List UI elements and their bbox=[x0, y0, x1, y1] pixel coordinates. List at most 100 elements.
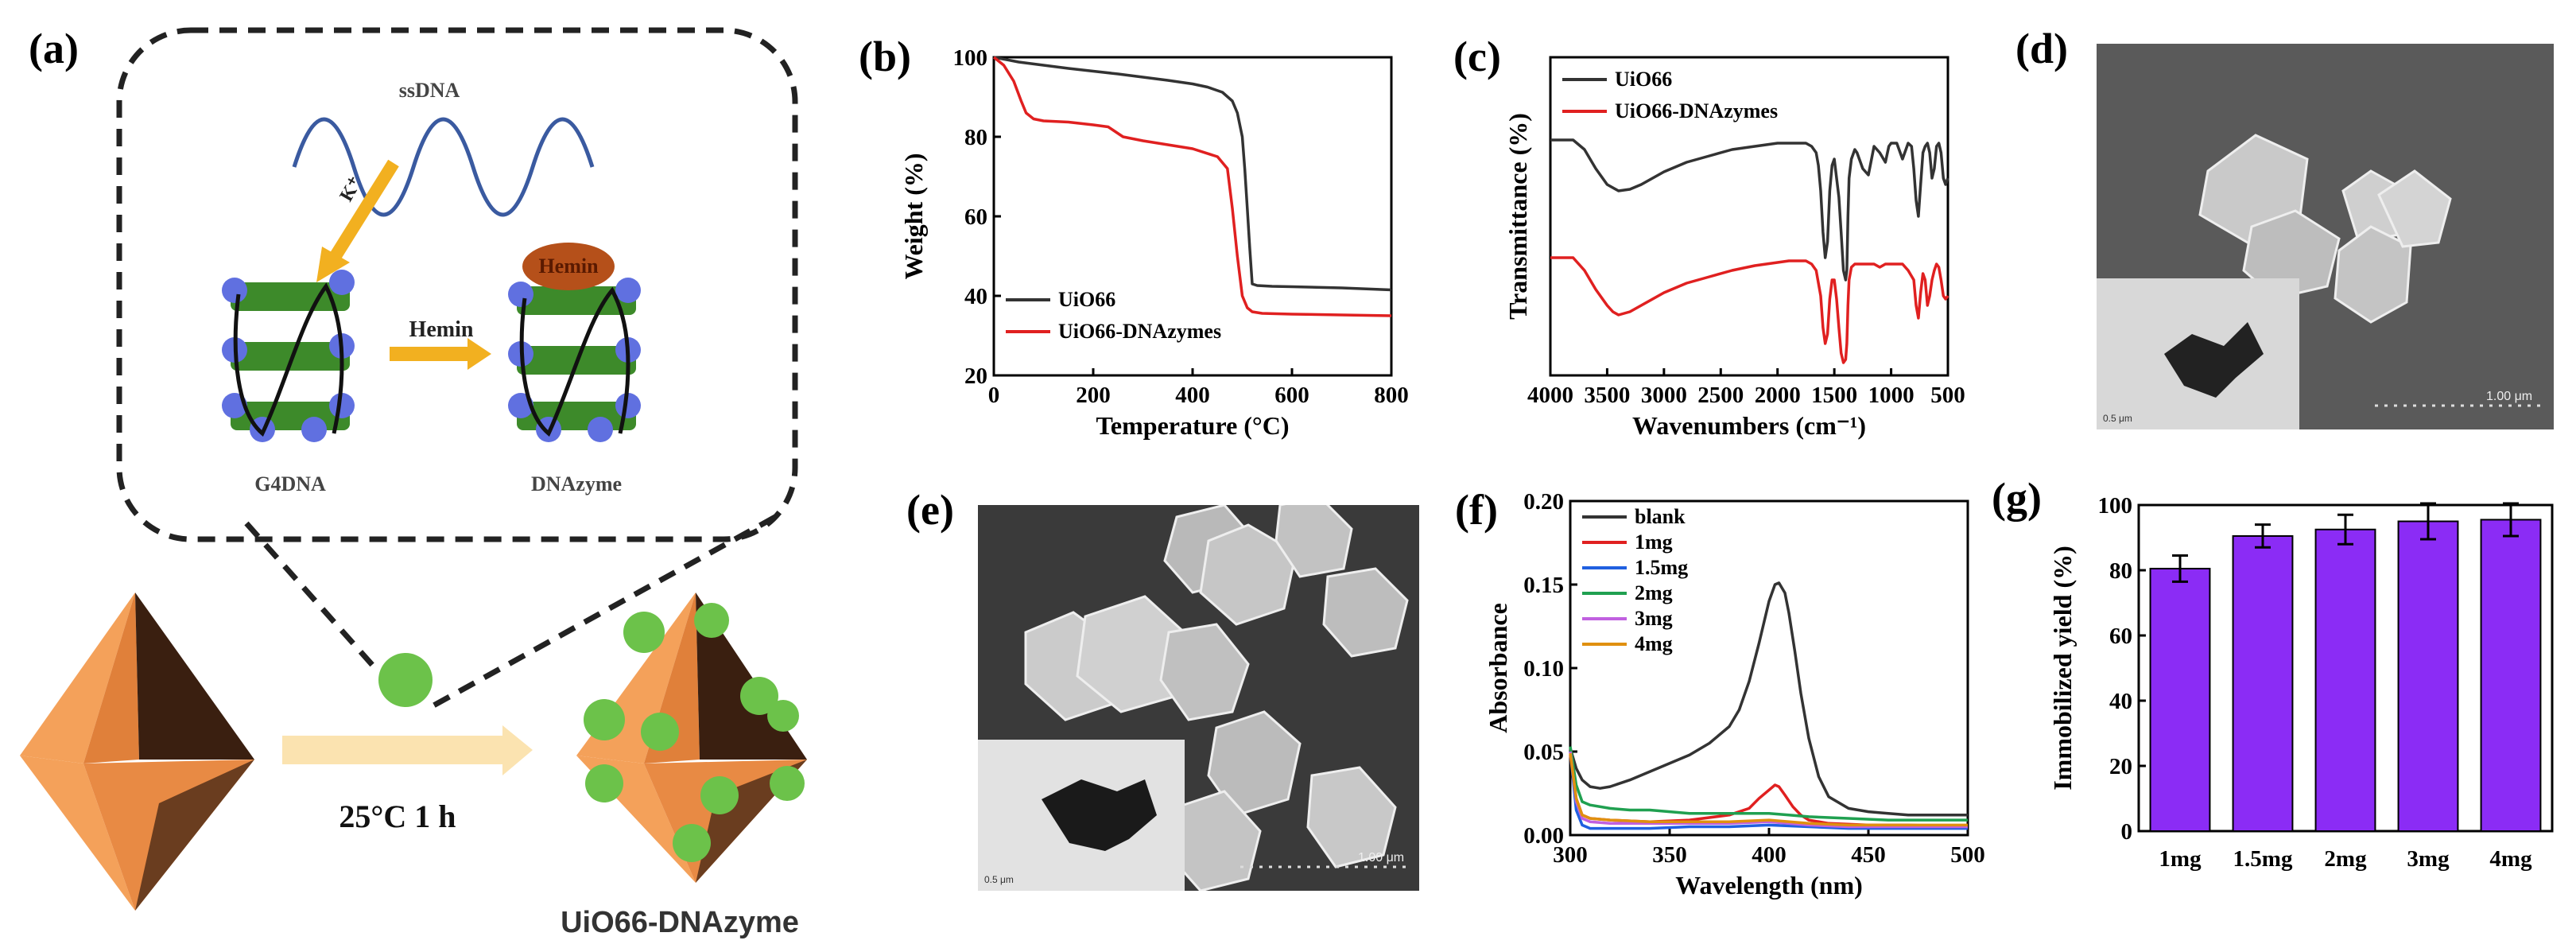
panel-g-label: (g) bbox=[1992, 474, 2042, 522]
x-tick-label: 800 bbox=[1374, 383, 1409, 408]
panel-e-label: (e) bbox=[906, 486, 954, 534]
callout-line-left bbox=[244, 521, 376, 669]
x-tick-label: 450 bbox=[1851, 842, 1886, 868]
tem-inset-crystal bbox=[1042, 779, 1157, 851]
panel-f-label: (f) bbox=[1455, 486, 1498, 534]
dnazyme-icon bbox=[508, 243, 641, 442]
bar-3mg bbox=[2397, 520, 2459, 832]
legend-label: UiO66 bbox=[1058, 288, 1115, 311]
x-tick-label: 2500 bbox=[1697, 383, 1744, 408]
x-tick-label: 3mg bbox=[2407, 846, 2450, 872]
reaction-arrow bbox=[282, 736, 509, 764]
reaction-arrow-head bbox=[502, 725, 533, 775]
hemin-blob-label: Hemin bbox=[538, 255, 599, 278]
x-tick-label: 1.5mg bbox=[2233, 846, 2293, 872]
sem-image-uio66: 0.5 μm 1.00 μm bbox=[2097, 44, 2554, 429]
uv-vis-chart: 300 350 400 450 500 0.00 0.05 0.10 0.15 0.20 Wavel… bbox=[1484, 489, 1985, 900]
scale-bar-label: 1.00 μm bbox=[1358, 851, 1404, 865]
x-tick-label: 300 bbox=[1553, 842, 1588, 868]
k-arrow bbox=[328, 159, 399, 262]
panel-d-label: (d) bbox=[2015, 25, 2068, 72]
y-axis-title: Weight (%) bbox=[899, 153, 928, 279]
panel-c-label: (c) bbox=[1453, 33, 1501, 80]
x-tick-label: 600 bbox=[1274, 383, 1309, 408]
bar-1mg bbox=[2149, 567, 2211, 832]
callout-box bbox=[116, 27, 798, 542]
y-tick-label: 0.05 bbox=[1523, 740, 1564, 765]
y-tick-label: 0.15 bbox=[1523, 573, 1564, 598]
callout-line-right bbox=[428, 514, 777, 711]
series-line-UiO66-DNAzymes bbox=[1550, 256, 1949, 364]
x-tick-label: 200 bbox=[1076, 383, 1111, 408]
tga-chart: 0 200 400 600 800 20 40 60 80 100 Temperature (°C)… bbox=[899, 45, 1409, 440]
series-line-UiO66 bbox=[1550, 138, 1949, 282]
bar-4mg bbox=[2480, 519, 2542, 832]
legend-label: 4mg bbox=[1635, 632, 1673, 655]
series-line-UiO66 bbox=[993, 56, 1392, 292]
y-tick-label: 20 bbox=[2109, 754, 2132, 779]
g4dna-label: G4DNA bbox=[254, 472, 326, 495]
legend-label: 3mg bbox=[1635, 607, 1673, 630]
y-axis-title: Absorbance bbox=[1484, 603, 1512, 733]
ftir-chart: 4000 3500 3000 2500 2000 1500 1000 500 Wavenumbe… bbox=[1503, 56, 1965, 440]
inset-scale-label: 0.5 μm bbox=[2103, 413, 2132, 424]
legend-label: 1mg bbox=[1635, 530, 1673, 554]
hemin-arrow-head bbox=[467, 338, 491, 370]
y-tick-label: 40 bbox=[2109, 689, 2132, 714]
series-line-blank bbox=[1569, 581, 1968, 817]
y-tick-label: 0.20 bbox=[1523, 489, 1564, 515]
legend-label: UiO66-DNAzymes bbox=[1615, 99, 1778, 122]
bar-1.5mg bbox=[2232, 534, 2294, 832]
x-tick-label: 0 bbox=[988, 383, 1000, 408]
x-tick-label: 500 bbox=[1930, 383, 1965, 408]
product-label: UiO66-DNAzyme bbox=[561, 906, 799, 939]
series-line-UiO66-DNAzymes bbox=[992, 56, 1392, 317]
x-axis-title: Temperature (°C) bbox=[1096, 411, 1290, 440]
legend-label: 1.5mg bbox=[1635, 556, 1688, 579]
immobilized-yield-chart: 0 20 40 60 80 100 Immobilized yield (%) 1mg 1.5m… bbox=[2048, 493, 2554, 872]
y-axis-title: Transmittance (%) bbox=[1503, 113, 1532, 320]
y-tick-label: 40 bbox=[964, 284, 987, 309]
x-tick-label: 500 bbox=[1950, 842, 1985, 868]
y-tick-label: 100 bbox=[2098, 493, 2133, 519]
x-tick-label: 2mg bbox=[2324, 846, 2367, 872]
x-tick-label: 4000 bbox=[1527, 383, 1573, 408]
uio66-dnazyme-octahedron-icon bbox=[576, 593, 807, 883]
plot-frame bbox=[1569, 499, 1969, 837]
y-tick-label: 0 bbox=[2121, 819, 2133, 845]
ssdna-label: ssDNA bbox=[399, 79, 460, 102]
panel-a-schematic: ssDNA K⁺ G4DNA Hemin Hemin DNAzyme bbox=[20, 27, 807, 939]
tem-inset-crystal bbox=[2164, 322, 2264, 398]
x-axis-title: Wavenumbers (cm⁻¹) bbox=[1632, 411, 1866, 440]
x-tick-label: 400 bbox=[1175, 383, 1210, 408]
ssdna-wave-icon bbox=[292, 117, 595, 217]
condition-label: 25°C 1 h bbox=[339, 799, 456, 834]
y-tick-label: 80 bbox=[964, 125, 987, 150]
y-axis-title: Immobilized yield (%) bbox=[2048, 546, 2077, 791]
x-tick-label: 1000 bbox=[1868, 383, 1915, 408]
legend-label: UiO66 bbox=[1615, 68, 1672, 91]
y-tick-label: 100 bbox=[953, 45, 988, 71]
legend-label: UiO66-DNAzymes bbox=[1058, 320, 1221, 343]
g4dna-icon bbox=[222, 270, 355, 442]
hemin-blob bbox=[522, 243, 615, 290]
sem-image-uio66-dnazyme: 0.5 μm 1.00 μm bbox=[978, 505, 1419, 891]
y-tick-label: 20 bbox=[964, 363, 987, 389]
k-arrow-head bbox=[316, 247, 350, 282]
series-line-2mg bbox=[1569, 746, 1968, 822]
dnazyme-label: DNAzyme bbox=[531, 472, 622, 495]
hemin-arrow-label: Hemin bbox=[409, 317, 474, 342]
x-tick-label: 3000 bbox=[1641, 383, 1687, 408]
x-tick-label: 1500 bbox=[1811, 383, 1857, 408]
x-axis-title: Wavelength (nm) bbox=[1675, 871, 1863, 900]
legend-label: blank bbox=[1635, 505, 1686, 528]
x-tick-label: 2000 bbox=[1755, 383, 1801, 408]
x-tick-label: 400 bbox=[1752, 842, 1787, 868]
y-tick-label: 80 bbox=[2109, 558, 2132, 584]
x-tick-label: 3500 bbox=[1584, 383, 1630, 408]
scale-bar-label: 1.00 μm bbox=[2486, 390, 2532, 403]
x-tick-label: 350 bbox=[1652, 842, 1687, 868]
y-tick-label: 0.00 bbox=[1523, 823, 1564, 849]
legend-label: 2mg bbox=[1635, 581, 1673, 604]
y-tick-label: 60 bbox=[2109, 624, 2132, 649]
